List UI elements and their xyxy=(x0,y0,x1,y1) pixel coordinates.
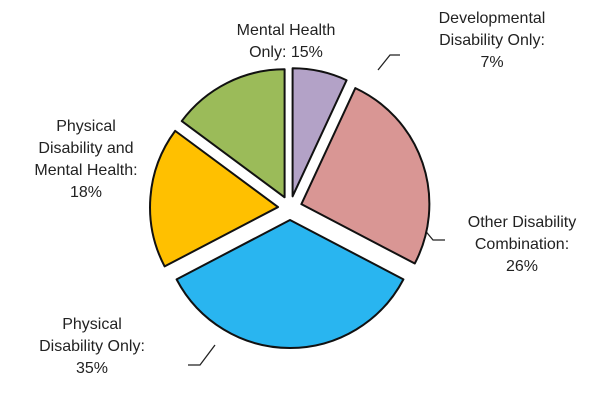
category-label: Developmental Disability Only: xyxy=(438,10,546,49)
value-label: 26% xyxy=(505,258,539,275)
category-label: Mental Health Only: xyxy=(236,22,336,61)
leader-line xyxy=(188,344,216,366)
data-label: Other Disability Combination: 26% xyxy=(456,212,588,278)
data-label: Physical Disability and Mental Health: 1… xyxy=(25,116,147,204)
value-label: 15% xyxy=(290,44,323,61)
leader-line xyxy=(377,54,400,71)
category-label: Physical Disability Only: xyxy=(39,316,145,355)
value-label: 18% xyxy=(69,184,103,201)
pie-slice xyxy=(149,129,280,268)
data-label: Developmental Disability Only: 7% xyxy=(430,8,555,74)
category-label: Other Disability Combination: xyxy=(467,214,577,253)
pie-slice xyxy=(291,67,348,198)
data-label: Physical Disability Only: 35% xyxy=(28,314,156,380)
value-label: 7% xyxy=(480,54,504,71)
data-label: Mental Health Only: 15% xyxy=(219,20,353,64)
category-label: Physical Disability and Mental Health: xyxy=(34,118,138,179)
value-label: 35% xyxy=(75,360,109,377)
pie-slice xyxy=(300,87,431,265)
pie-slice xyxy=(175,219,405,349)
pie-slice xyxy=(180,68,286,199)
